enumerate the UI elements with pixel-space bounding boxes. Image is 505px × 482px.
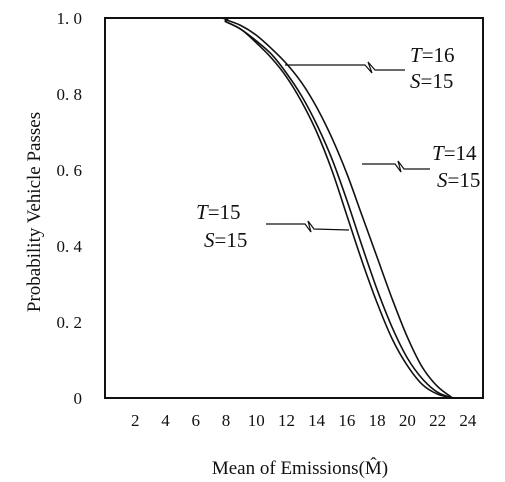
curve-t14-s15: [104, 16, 454, 399]
annotation-s: S=15: [437, 168, 480, 192]
curve-t15-s15: [104, 16, 453, 399]
annotation-t: T=15: [196, 200, 241, 224]
curve-t16-s15: [104, 17, 454, 399]
y-tick-labels: 0 0. 2 0. 4 0. 6 0. 8 1. 0: [57, 9, 83, 408]
annotation-leader: [266, 220, 350, 233]
annotation-leader: [362, 160, 430, 173]
annotation-t: T=14: [432, 141, 477, 165]
y-tick-label: 0: [74, 389, 83, 408]
y-axis-label: Probability Vehicle Passes: [24, 112, 45, 312]
x-axis-label: Mean of Emissions(M̂): [212, 457, 388, 479]
y-tick-label: 0. 4: [57, 237, 83, 256]
x-tick-label: 12: [278, 411, 295, 430]
annotation-leader: [285, 61, 405, 74]
y-tick-label: 0. 2: [57, 313, 83, 332]
y-tick-label: 0. 8: [57, 85, 83, 104]
x-tick-label: 16: [338, 411, 355, 430]
x-tick-label: 14: [308, 411, 326, 430]
annotation-leaders: [266, 61, 430, 233]
x-tick-label: 18: [369, 411, 386, 430]
x-tick-label: 20: [399, 411, 416, 430]
x-tick-label: 24: [459, 411, 477, 430]
annotation-s: S=15: [204, 228, 247, 252]
x-tick-label: 10: [248, 411, 265, 430]
x-tick-labels: 2 4 6 8 10 12 14 16 18 20 22 24: [131, 411, 477, 430]
x-tick-label: 4: [161, 411, 170, 430]
annotations: T=16S=15T=14S=15T=15S=15: [196, 43, 480, 252]
y-tick-label: 0. 6: [57, 161, 83, 180]
y-tick-label: 1. 0: [57, 9, 83, 28]
curves: [104, 16, 454, 399]
annotation-s: S=15: [410, 69, 453, 93]
x-tick-label: 8: [222, 411, 231, 430]
x-tick-label: 6: [191, 411, 200, 430]
x-tick-label: 22: [429, 411, 446, 430]
annotation-t: T=16: [410, 43, 455, 67]
x-tick-label: 2: [131, 411, 140, 430]
plot-frame: [104, 17, 484, 399]
